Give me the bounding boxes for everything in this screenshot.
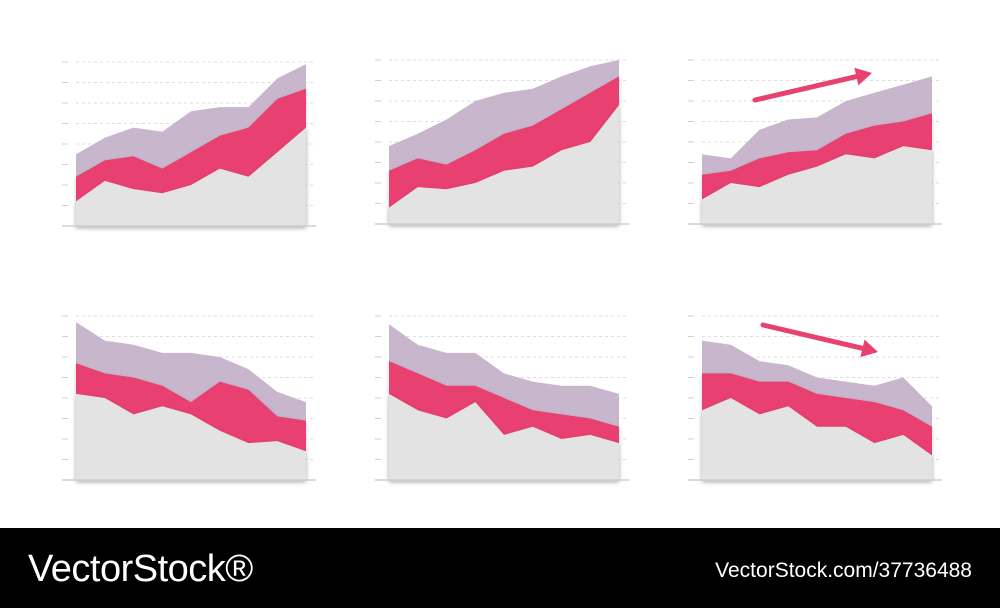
trend-arrow-head <box>860 339 878 358</box>
watermark-footer: VectorStock® VectorStock.com/37736488 <box>0 528 1000 608</box>
vectorstock-url: VectorStock.com/37736488 <box>715 559 972 582</box>
trend-arrow-head <box>854 67 872 86</box>
base-area <box>76 127 306 226</box>
charts-canvas <box>62 59 942 481</box>
base-area <box>76 393 306 480</box>
base-area <box>702 146 932 224</box>
base-area <box>389 393 619 480</box>
base-area <box>702 398 932 480</box>
charts-area <box>62 59 942 481</box>
base-area <box>389 105 619 224</box>
vectorstock-logo: VectorStock® <box>28 548 253 590</box>
trend-arrow-shaft <box>752 74 859 103</box>
trend-arrow-shaft <box>760 322 865 351</box>
